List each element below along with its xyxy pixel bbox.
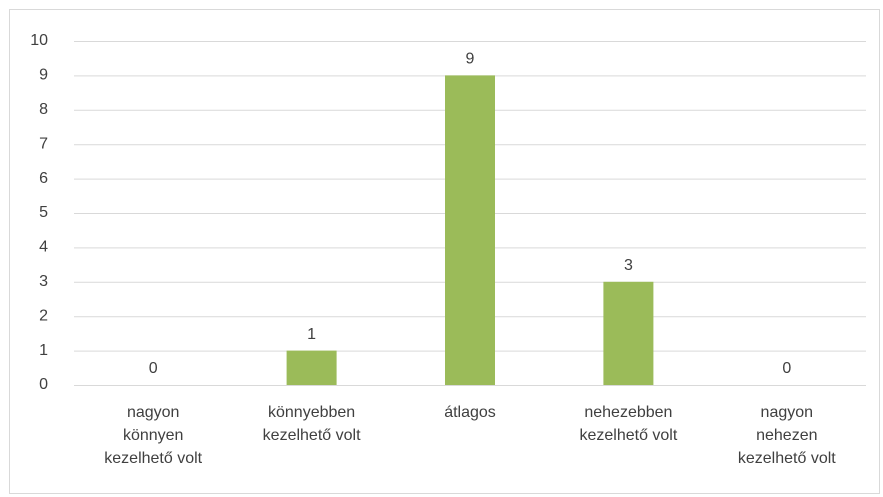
x-tick-label: könnyebben kezelhető volt — [262, 404, 361, 444]
x-tick-label: átlagos — [444, 404, 496, 421]
y-tick-label: 8 — [39, 101, 48, 118]
x-tick-label: nagyon nehezen kezelhető volt — [737, 404, 836, 467]
y-tick-label: 3 — [39, 273, 48, 290]
y-tick-label: 4 — [39, 239, 48, 256]
data-label: 0 — [782, 360, 791, 377]
y-tick-label: 5 — [39, 204, 48, 221]
chart-frame — [9, 9, 880, 494]
data-label: 0 — [149, 360, 158, 377]
y-tick-label: 7 — [39, 135, 48, 152]
y-tick-label: 6 — [39, 170, 48, 187]
y-tick-label: 0 — [39, 376, 48, 393]
data-label: 9 — [466, 51, 475, 68]
x-tick-label: nehezebben kezelhető volt — [579, 404, 678, 444]
data-label: 1 — [307, 326, 316, 343]
y-tick-label: 1 — [39, 342, 48, 359]
y-tick-label: 2 — [39, 307, 48, 324]
y-tick-label: 10 — [30, 32, 48, 49]
bar — [445, 75, 495, 386]
data-label: 3 — [624, 257, 633, 274]
bar — [603, 281, 654, 385]
x-tick-label: nagyon könnyen kezelhető volt — [104, 404, 203, 467]
y-tick-label: 9 — [39, 67, 48, 84]
bar — [286, 350, 337, 385]
